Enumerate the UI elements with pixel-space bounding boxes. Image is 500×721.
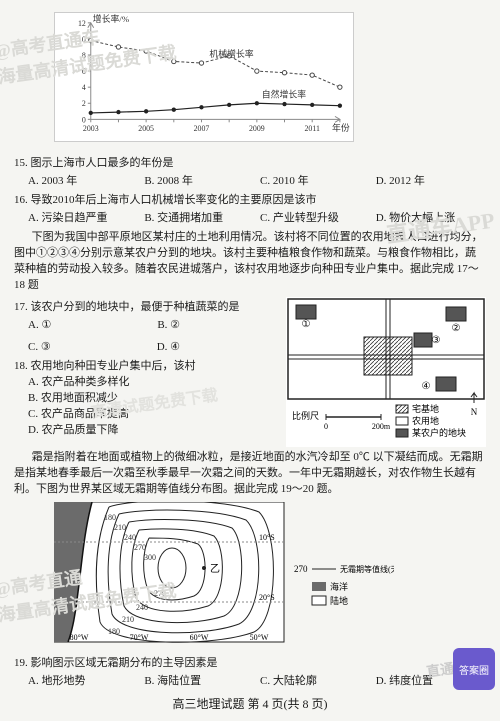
svg-text:270: 270 [154,589,166,598]
q17-option-c: C. ③ [28,340,151,356]
svg-text:农用地: 农用地 [412,415,439,426]
q17-option-d: D. ④ [157,340,280,356]
svg-text:海洋: 海洋 [330,581,348,592]
svg-text:0: 0 [82,115,86,124]
q18-option-b: B. 农用地面积减少 [28,391,280,407]
question-15-stem: 15. 图示上海市人口最多的年份是 [14,156,486,172]
q15-option-c: C. 2010 年 [260,174,370,190]
q16-option-a: A. 污染日趋严重 [28,211,138,227]
svg-text:20°S: 20°S [259,593,275,602]
svg-text:80°W: 80°W [70,633,89,642]
q16-option-c: C. 产业转型升级 [260,211,370,227]
q17-option-b: B. ② [157,318,280,334]
question-16-stem: 16. 导致2010年后上海市人口机械增长率变化的主要原因是该市 [14,193,486,209]
svg-text:50°W: 50°W [250,633,269,642]
svg-text:宅基地: 宅基地 [412,403,439,414]
svg-text:200m: 200m [372,422,391,431]
svg-text:2009: 2009 [249,124,265,133]
svg-text:某农户的地块: 某农户的地块 [412,427,466,438]
svg-text:0: 0 [324,422,328,431]
svg-text:2003: 2003 [83,124,99,133]
svg-text:③: ③ [432,335,441,346]
svg-text:180: 180 [104,513,116,522]
svg-text:270: 270 [134,543,146,552]
svg-text:2011: 2011 [304,124,319,133]
svg-text:210: 210 [114,523,126,532]
svg-text:N: N [471,407,478,417]
growth-rate-chart: 0 2 4 6 8 10 12 2003 2005 2007 2009 2011 增长率/% 年份 机械增长… [54,12,486,148]
passage-frost: 霜是指附着在地面或植物上的微细冰粒，是接近地面的水汽冷却至 0℃ 以下凝结而成。… [14,450,486,498]
page-footer: 高三地理试题 第 4 页(共 8 页) [14,696,486,713]
svg-text:8: 8 [82,51,86,60]
svg-text:70°W: 70°W [130,633,149,642]
answer-badge: 答案圈 [453,648,495,690]
q18-option-c: C. 农产品商品率提高 [28,407,280,423]
passage-village: 下图为我国中部平原地区某村庄的土地利用情况。该村将不同位置的农用地按人口进行均分… [14,230,486,294]
village-land-map: ① ②③ ④ 宅基地农用地某农户的地块 比例尺 0 200m N [286,297,486,447]
svg-text:乙: 乙 [210,563,220,575]
svg-text:240: 240 [124,533,136,542]
frost-contour-map: 180210240270300270240210180乙10°S20°S80°W… [54,502,394,647]
svg-text:无霜期等值线(天): 无霜期等值线(天) [340,564,394,574]
svg-text:增长率/%: 增长率/% [93,13,130,24]
q16-option-b: B. 交通拥堵加重 [144,211,254,227]
svg-text:300: 300 [144,553,156,562]
svg-text:60°W: 60°W [190,633,209,642]
svg-text:2007: 2007 [194,124,210,133]
svg-text:④: ④ [422,381,431,392]
svg-text:270: 270 [294,564,308,574]
q19-option-c: C. 大陆轮廓 [260,674,370,690]
svg-text:2005: 2005 [138,124,154,133]
q15-option-b: B. 2008 年 [144,174,254,190]
q18-option-a: A. 农产品种类多样化 [28,375,280,391]
q16-option-d: D. 物价大幅上涨 [376,211,486,227]
svg-text:2: 2 [82,99,86,108]
q19-option-b: B. 海陆位置 [144,674,254,690]
q18-option-d: D. 农产品质量下降 [28,423,280,439]
question-17-stem: 17. 该农户分到的地块中，最便于种植蔬菜的是 [14,300,280,316]
svg-text:240: 240 [136,603,148,612]
svg-text:比例尺: 比例尺 [292,410,319,421]
q15-option-d: D. 2012 年 [376,174,486,190]
svg-text:12: 12 [78,19,86,28]
svg-text:10: 10 [78,35,86,44]
svg-text:10°S: 10°S [259,533,275,542]
svg-text:4: 4 [82,83,86,92]
svg-text:①: ① [302,319,311,330]
q17-option-a: A. ① [28,318,151,334]
svg-text:陆地: 陆地 [330,595,348,606]
svg-text:180: 180 [108,627,120,636]
svg-text:②: ② [452,323,461,334]
q19-option-a: A. 地形地势 [28,674,138,690]
svg-text:机械增长率: 机械增长率 [209,48,253,59]
svg-text:自然增长率: 自然增长率 [262,88,306,99]
question-18-stem: 18. 农用地向种田专业户集中后，该村 [14,359,280,375]
q15-option-a: A. 2003 年 [28,174,138,190]
svg-text:6: 6 [82,67,86,76]
question-19-stem: 19. 影响图示区域无霜期分布的主导因素是 [14,656,486,672]
svg-text:年份: 年份 [332,122,350,133]
svg-text:210: 210 [122,615,134,624]
